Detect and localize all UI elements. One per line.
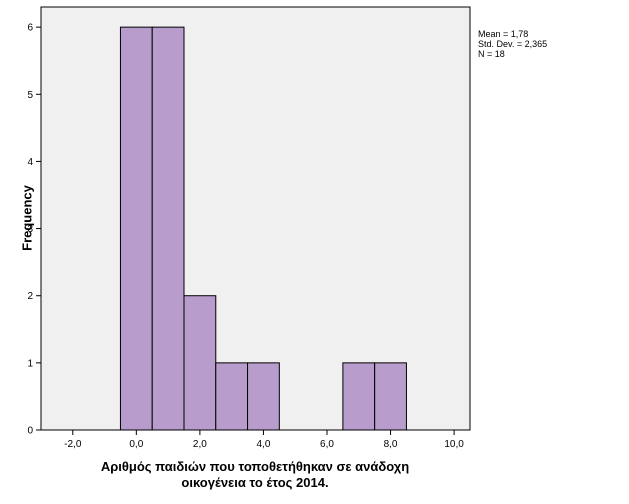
y-tick-label: 6: [27, 23, 33, 34]
x-tick-label: 2,0: [193, 439, 207, 450]
y-axis-label: Frequency: [19, 185, 35, 251]
x-tick-label: 6,0: [320, 439, 334, 450]
plot-area: [40, 6, 471, 431]
y-tick-label: 3: [27, 224, 33, 235]
y-axis: 0 1 2 3 4 5 6: [27, 23, 41, 437]
x-tick-label: 4,0: [256, 439, 270, 450]
histogram-bar: [119, 26, 153, 431]
x-tick-label: -2,0: [64, 439, 82, 450]
histogram-bar: [151, 26, 185, 431]
y-tick-label: 2: [27, 291, 33, 302]
x-tick-label: 8,0: [384, 439, 398, 450]
x-axis: -2,0 0,0 2,0 4,0 6,0 8,0 10,0: [64, 430, 464, 450]
stats-mean: Mean = 1,78: [478, 29, 529, 39]
x-axis-label-line1: Αριθμός παιδιών που τοποθετήθηκαν σε ανά…: [100, 459, 410, 474]
histogram-bar: [215, 362, 249, 431]
x-axis-label: Αριθμός παιδιών που τοποθετήθηκαν σε ανά…: [40, 459, 470, 491]
histogram-bar: [342, 362, 376, 431]
y-tick-label: 4: [27, 157, 33, 168]
y-tick-label: 5: [27, 90, 33, 101]
bars-group: [119, 26, 407, 431]
x-tick-label: 10,0: [444, 439, 464, 450]
histogram-bar: [183, 295, 217, 431]
stats-box: Mean = 1,78 Std. Dev. = 2,365 N = 18: [478, 29, 547, 59]
x-axis-label-line2: οικογένεια το έτος 2014.: [181, 475, 329, 490]
x-tick-label: 0,0: [129, 439, 143, 450]
histogram-bar: [374, 362, 407, 431]
y-tick-label: 1: [27, 358, 33, 369]
histogram-bar: [247, 362, 280, 431]
stats-std-dev: Std. Dev. = 2,365: [478, 39, 548, 49]
stats-n: N = 18: [478, 49, 505, 59]
y-tick-label: 0: [27, 426, 33, 437]
